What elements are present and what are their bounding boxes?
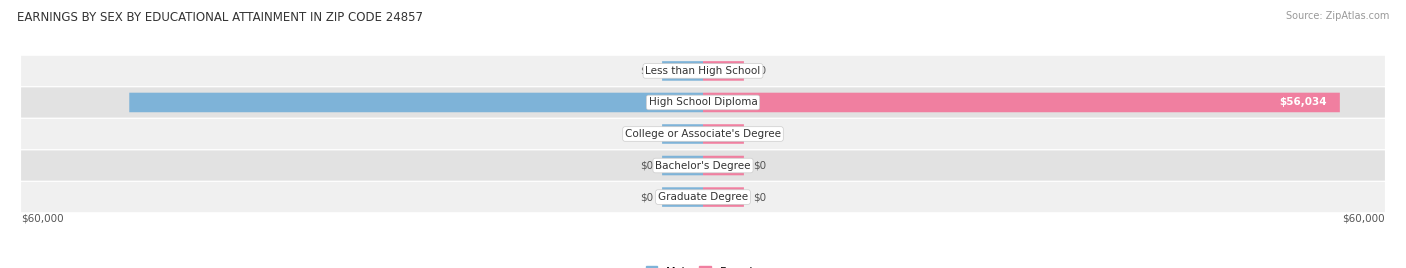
Text: Source: ZipAtlas.com: Source: ZipAtlas.com <box>1285 11 1389 21</box>
FancyBboxPatch shape <box>21 182 1385 212</box>
Text: $60,000: $60,000 <box>1343 213 1385 224</box>
Text: EARNINGS BY SEX BY EDUCATIONAL ATTAINMENT IN ZIP CODE 24857: EARNINGS BY SEX BY EDUCATIONAL ATTAINMEN… <box>17 11 423 24</box>
FancyBboxPatch shape <box>703 93 1340 112</box>
FancyBboxPatch shape <box>21 150 1385 181</box>
Text: $50,481: $50,481 <box>692 98 740 107</box>
FancyBboxPatch shape <box>703 124 744 144</box>
FancyBboxPatch shape <box>703 187 744 207</box>
Text: Graduate Degree: Graduate Degree <box>658 192 748 202</box>
Text: $0: $0 <box>754 66 766 76</box>
FancyBboxPatch shape <box>21 119 1385 149</box>
Text: $0: $0 <box>640 161 652 170</box>
FancyBboxPatch shape <box>662 187 703 207</box>
FancyBboxPatch shape <box>129 93 703 112</box>
Text: $56,034: $56,034 <box>1279 98 1327 107</box>
Text: $0: $0 <box>754 161 766 170</box>
FancyBboxPatch shape <box>662 124 703 144</box>
FancyBboxPatch shape <box>703 61 744 81</box>
FancyBboxPatch shape <box>703 156 744 175</box>
Text: Less than High School: Less than High School <box>645 66 761 76</box>
FancyBboxPatch shape <box>662 156 703 175</box>
FancyBboxPatch shape <box>21 87 1385 118</box>
Text: $0: $0 <box>754 129 766 139</box>
FancyBboxPatch shape <box>662 61 703 81</box>
Text: College or Associate's Degree: College or Associate's Degree <box>626 129 780 139</box>
Text: High School Diploma: High School Diploma <box>648 98 758 107</box>
Text: $0: $0 <box>754 192 766 202</box>
FancyBboxPatch shape <box>21 56 1385 86</box>
Text: $0: $0 <box>640 66 652 76</box>
Text: $0: $0 <box>640 129 652 139</box>
Legend: Male, Female: Male, Female <box>641 262 765 268</box>
Text: $0: $0 <box>640 192 652 202</box>
Text: Bachelor's Degree: Bachelor's Degree <box>655 161 751 170</box>
Text: $60,000: $60,000 <box>21 213 63 224</box>
